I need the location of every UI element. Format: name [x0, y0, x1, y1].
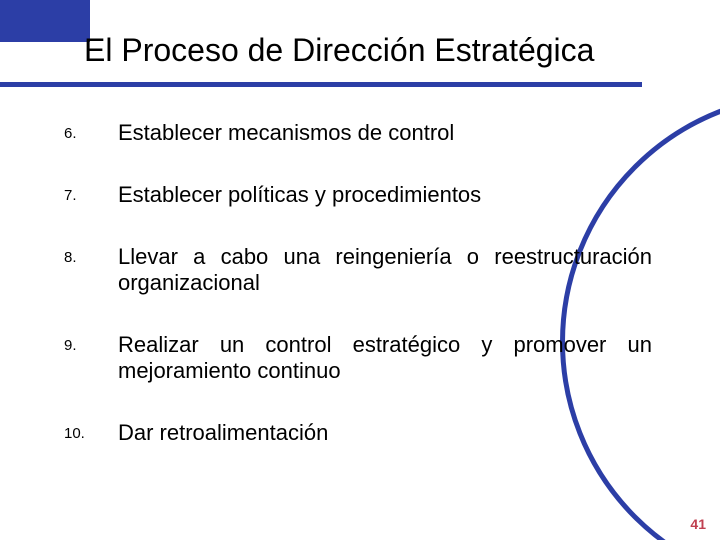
- title-bar: El Proceso de Dirección Estratégica: [0, 0, 720, 96]
- item-text: Llevar a cabo una reingeniería o reestru…: [118, 244, 652, 296]
- slide: El Proceso de Dirección Estratégica 6. E…: [0, 0, 720, 540]
- page-number: 41: [690, 516, 706, 532]
- item-text: Dar retroalimentación: [118, 420, 652, 446]
- list-item: 10. Dar retroalimentación: [64, 420, 652, 446]
- item-number: 9.: [64, 332, 118, 355]
- slide-title: El Proceso de Dirección Estratégica: [84, 32, 594, 69]
- content-list: 6. Establecer mecanismos de control 7. E…: [64, 120, 652, 482]
- item-text: Establecer mecanismos de control: [118, 120, 652, 146]
- title-underline: [0, 82, 642, 87]
- item-number: 8.: [64, 244, 118, 267]
- list-item: 7. Establecer políticas y procedimientos: [64, 182, 652, 208]
- list-item: 6. Establecer mecanismos de control: [64, 120, 652, 146]
- item-number: 6.: [64, 120, 118, 143]
- item-number: 7.: [64, 182, 118, 205]
- list-item: 8. Llevar a cabo una reingeniería o rees…: [64, 244, 652, 296]
- item-text: Realizar un control estratégico y promov…: [118, 332, 652, 384]
- item-text: Establecer políticas y procedimientos: [118, 182, 652, 208]
- list-item: 9. Realizar un control estratégico y pro…: [64, 332, 652, 384]
- item-number: 10.: [64, 420, 118, 443]
